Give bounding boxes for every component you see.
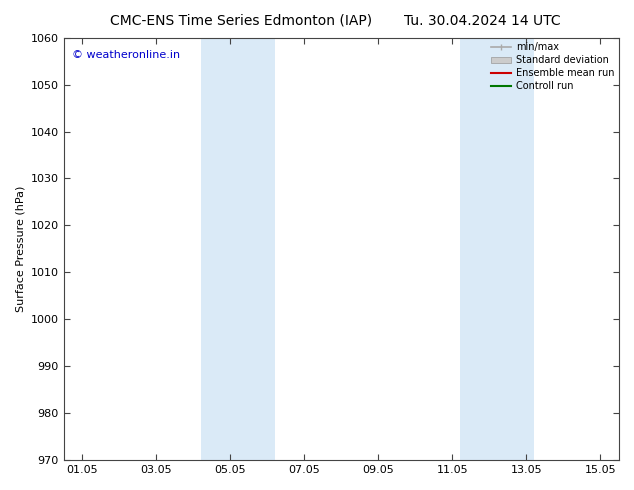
Text: CMC-ENS Time Series Edmonton (IAP): CMC-ENS Time Series Edmonton (IAP) (110, 14, 372, 28)
Bar (460, 38, 534, 460)
Y-axis label: Surface Pressure (hPa): Surface Pressure (hPa) (15, 186, 25, 312)
Text: © weatheronline.in: © weatheronline.in (72, 50, 180, 60)
Legend: min/max, Standard deviation, Ensemble mean run, Controll run: min/max, Standard deviation, Ensemble me… (489, 41, 616, 93)
Bar (200, 38, 275, 460)
Text: Tu. 30.04.2024 14 UTC: Tu. 30.04.2024 14 UTC (403, 14, 560, 28)
